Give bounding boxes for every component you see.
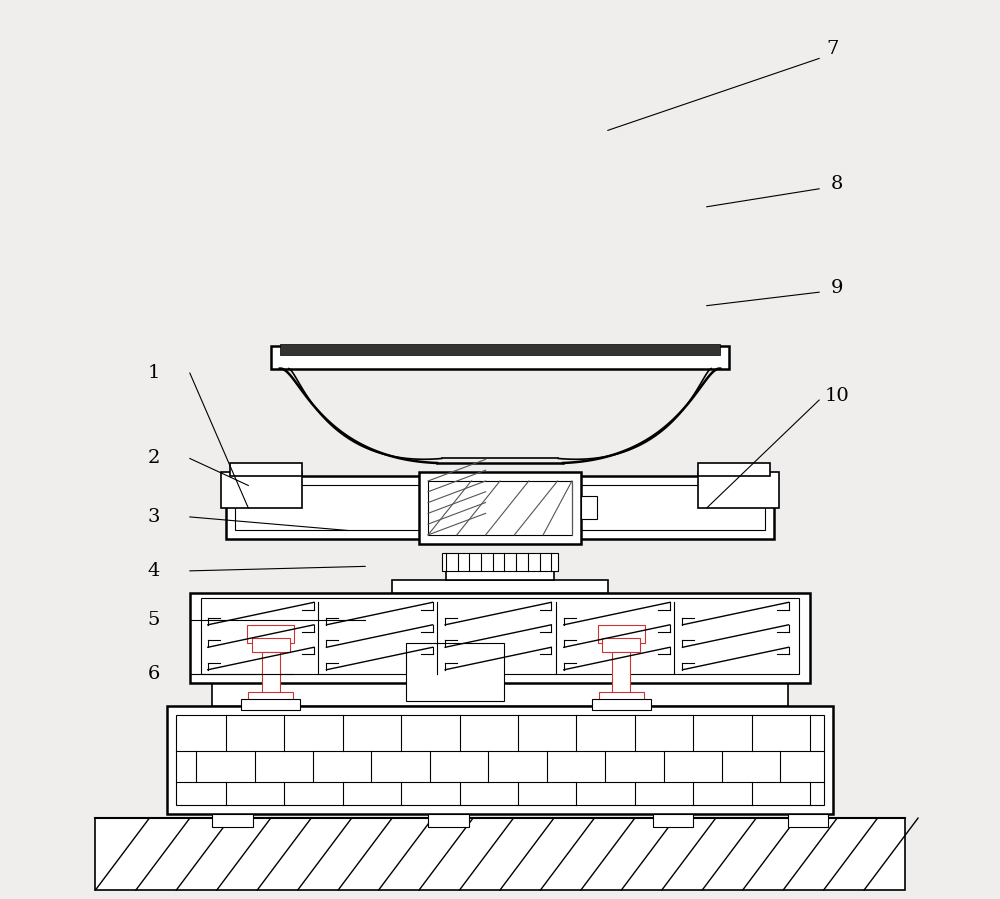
FancyBboxPatch shape	[602, 638, 640, 652]
FancyBboxPatch shape	[442, 553, 558, 571]
Text: 9: 9	[831, 279, 843, 297]
FancyBboxPatch shape	[247, 625, 294, 643]
FancyBboxPatch shape	[241, 699, 300, 710]
Text: 10: 10	[825, 387, 850, 405]
Text: 8: 8	[831, 175, 843, 193]
FancyBboxPatch shape	[599, 692, 644, 701]
FancyBboxPatch shape	[280, 344, 720, 355]
FancyBboxPatch shape	[653, 814, 693, 827]
FancyBboxPatch shape	[190, 593, 810, 683]
FancyBboxPatch shape	[581, 496, 597, 519]
FancyBboxPatch shape	[235, 485, 765, 530]
FancyBboxPatch shape	[212, 683, 788, 706]
FancyBboxPatch shape	[392, 580, 608, 593]
Text: 7: 7	[826, 40, 839, 58]
FancyBboxPatch shape	[428, 481, 572, 535]
FancyBboxPatch shape	[698, 472, 779, 508]
FancyBboxPatch shape	[201, 598, 799, 674]
FancyBboxPatch shape	[419, 472, 581, 544]
FancyBboxPatch shape	[262, 652, 280, 697]
Text: 6: 6	[148, 665, 160, 683]
FancyBboxPatch shape	[446, 571, 554, 580]
FancyBboxPatch shape	[252, 638, 290, 652]
FancyBboxPatch shape	[788, 814, 828, 827]
FancyBboxPatch shape	[212, 814, 253, 827]
FancyBboxPatch shape	[406, 643, 504, 701]
FancyBboxPatch shape	[598, 625, 645, 643]
Text: 2: 2	[148, 450, 160, 467]
FancyBboxPatch shape	[612, 652, 630, 697]
FancyBboxPatch shape	[221, 472, 302, 508]
FancyBboxPatch shape	[167, 706, 833, 814]
FancyBboxPatch shape	[248, 692, 293, 701]
Text: 4: 4	[148, 562, 160, 580]
Text: 3: 3	[148, 508, 160, 526]
Bar	[95, 818, 905, 890]
FancyBboxPatch shape	[698, 463, 770, 476]
FancyBboxPatch shape	[428, 814, 469, 827]
FancyBboxPatch shape	[592, 699, 651, 710]
FancyBboxPatch shape	[176, 715, 824, 805]
FancyBboxPatch shape	[230, 463, 302, 476]
FancyBboxPatch shape	[226, 476, 774, 539]
Text: 5: 5	[148, 611, 160, 629]
Text: 1: 1	[148, 364, 160, 382]
FancyBboxPatch shape	[271, 346, 729, 369]
